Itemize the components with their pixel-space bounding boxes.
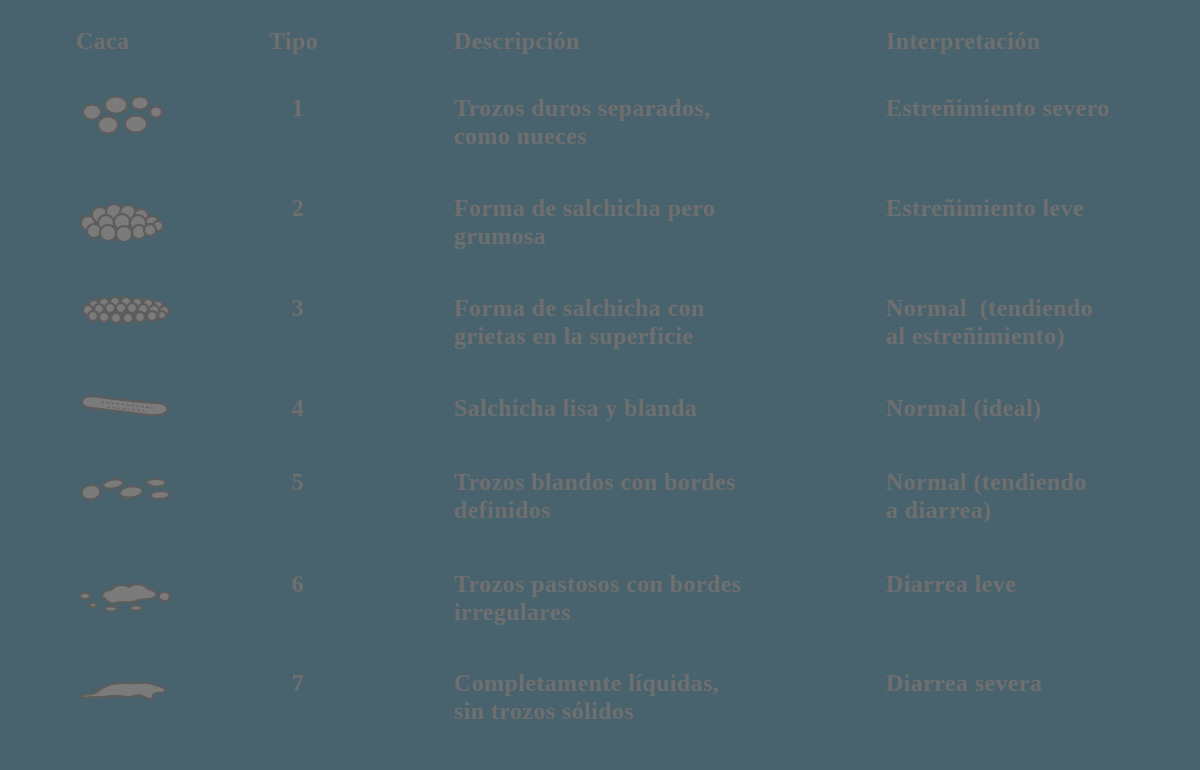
interpretation-text: Diarrea severa [886, 671, 1043, 697]
stool-type-4-icon [80, 395, 169, 417]
stool-type-2-icon [79, 203, 165, 241]
interpretation-text: Normal (ideal) [886, 396, 1042, 422]
description-text: Trozos pastosos con bordes irregulares [454, 572, 742, 626]
stool-icon-cell [78, 578, 178, 612]
interpretation-text: Diarrea leve [886, 572, 1017, 598]
type-number: 6 [291, 572, 305, 598]
type-number: 2 [291, 196, 305, 222]
interpretation-text: Estreñimiento severo [886, 96, 1110, 122]
stool-type-6-icon [78, 583, 171, 612]
description-text: Salchicha lisa y blanda [454, 396, 698, 422]
stool-icon-cell [78, 203, 178, 241]
interpretation-text: Estreñimiento leve [886, 196, 1085, 222]
stool-icon-cell [78, 676, 178, 702]
description-text: Forma de salchicha con grietas en la sup… [454, 296, 705, 350]
table-row: 4 Salchicha lisa y blanda Normal (ideal) [0, 395, 1200, 495]
table-row: 7 Completamente líquidas, sin trozos sól… [0, 670, 1200, 770]
type-number: 1 [291, 96, 305, 122]
description-text: Trozos duros separados, como nueces [454, 96, 711, 150]
table-row: 6 Trozos pastosos con bordes irregulares… [0, 571, 1200, 671]
column-header-descripcion: Descripción [454, 29, 580, 55]
column-header-caca: Caca [76, 29, 130, 55]
stool-icon-cell [78, 473, 178, 501]
table-row: 3 Forma de salchicha con grietas en la s… [0, 295, 1200, 395]
stool-type-7-icon [79, 681, 167, 701]
interpretation-text: Normal (tendiendo al estreñimiento) [886, 296, 1094, 350]
column-header-tipo: Tipo [269, 29, 319, 55]
type-number: 3 [291, 296, 305, 322]
stool-icon-cell [78, 295, 178, 325]
description-text: Trozos blandos con bordes definidos [454, 470, 736, 524]
table-row: 2 Forma de salchicha pero grumosa Estreñ… [0, 195, 1200, 295]
stool-type-1-icon [81, 95, 164, 135]
stool-icon-cell [78, 390, 178, 418]
stool-icon-cell [78, 95, 178, 135]
description-text: Forma de salchicha pero grumosa [454, 196, 716, 250]
description-text: Completamente líquidas, sin trozos sólid… [454, 671, 720, 725]
interpretation-text: Normal (tendiendo a diarrea) [886, 470, 1087, 524]
type-number: 7 [291, 671, 305, 697]
type-number: 5 [291, 470, 305, 496]
table-row: 5 Trozos blandos con bordes definidos No… [0, 469, 1200, 569]
column-header-interpretacion: Interpretación [886, 29, 1041, 55]
type-number: 4 [291, 396, 305, 422]
stool-type-5-icon [80, 477, 171, 501]
stool-type-3-icon [81, 295, 171, 325]
table-row: 1 Trozos duros separados, como nueces Es… [0, 95, 1200, 195]
